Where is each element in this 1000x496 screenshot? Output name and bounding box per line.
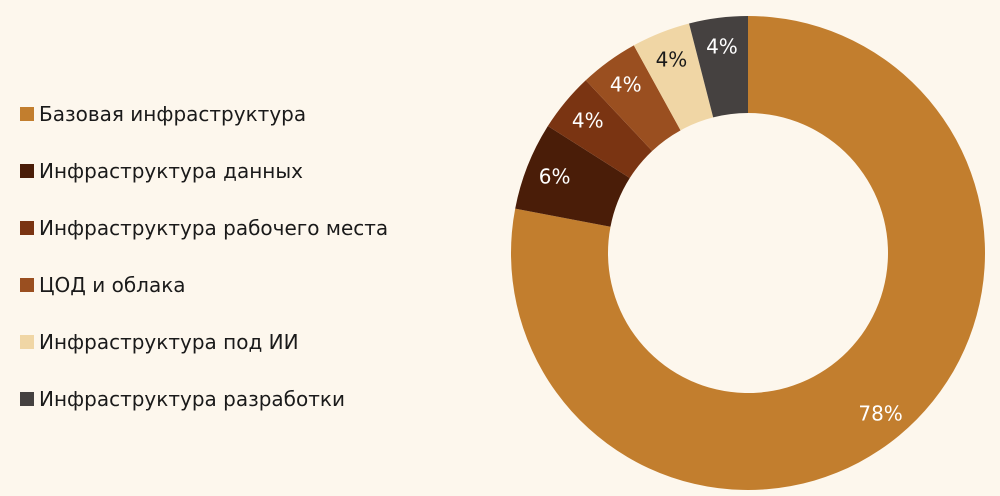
legend-item-data-infrastructure: Инфраструктура данных	[20, 156, 388, 186]
donut-slice-datacenter	[585, 45, 681, 151]
legend-swatch	[20, 278, 34, 292]
slice-value-label-data: 6%	[539, 164, 571, 188]
legend-swatch	[20, 107, 34, 121]
legend-label: ЦОД и облака	[39, 273, 186, 297]
donut-slice-data	[515, 126, 630, 227]
donut-slice-dev	[689, 16, 748, 118]
slice-value-label-base: 78%	[858, 401, 902, 425]
legend-swatch	[20, 221, 34, 235]
slice-value-label-dev: 4%	[706, 35, 738, 59]
legend-label: Базовая инфраструктура	[39, 102, 307, 126]
legend-item-base-infrastructure: Базовая инфраструктура	[20, 99, 388, 129]
legend-swatch	[20, 392, 34, 406]
legend-swatch	[20, 164, 34, 178]
slice-value-label-datacenter: 4%	[610, 73, 642, 97]
legend-label: Инфраструктура данных	[39, 159, 304, 183]
legend-label: Инфраструктура под ИИ	[39, 330, 299, 354]
slice-value-label-ai: 4%	[656, 48, 688, 72]
legend-label: Инфраструктура разработки	[39, 387, 345, 411]
legend-item-workplace-infrastructure: Инфраструктура рабочего места	[20, 213, 388, 243]
legend-item-ai-infrastructure: Инфраструктура под ИИ	[20, 327, 388, 357]
donut-slice-ai	[633, 23, 714, 131]
legend-label: Инфраструктура рабочего места	[39, 216, 389, 240]
legend-swatch	[20, 335, 34, 349]
slice-value-label-workplace: 4%	[572, 108, 604, 132]
donut-slice-workplace	[547, 80, 653, 178]
donut-slice-base	[510, 16, 985, 490]
legend-item-datacenter-cloud: ЦОД и облака	[20, 270, 388, 300]
legend-item-dev-infrastructure: Инфраструктура разработки	[20, 384, 388, 414]
chart-legend: Базовая инфраструктура Инфраструктура да…	[20, 99, 388, 441]
